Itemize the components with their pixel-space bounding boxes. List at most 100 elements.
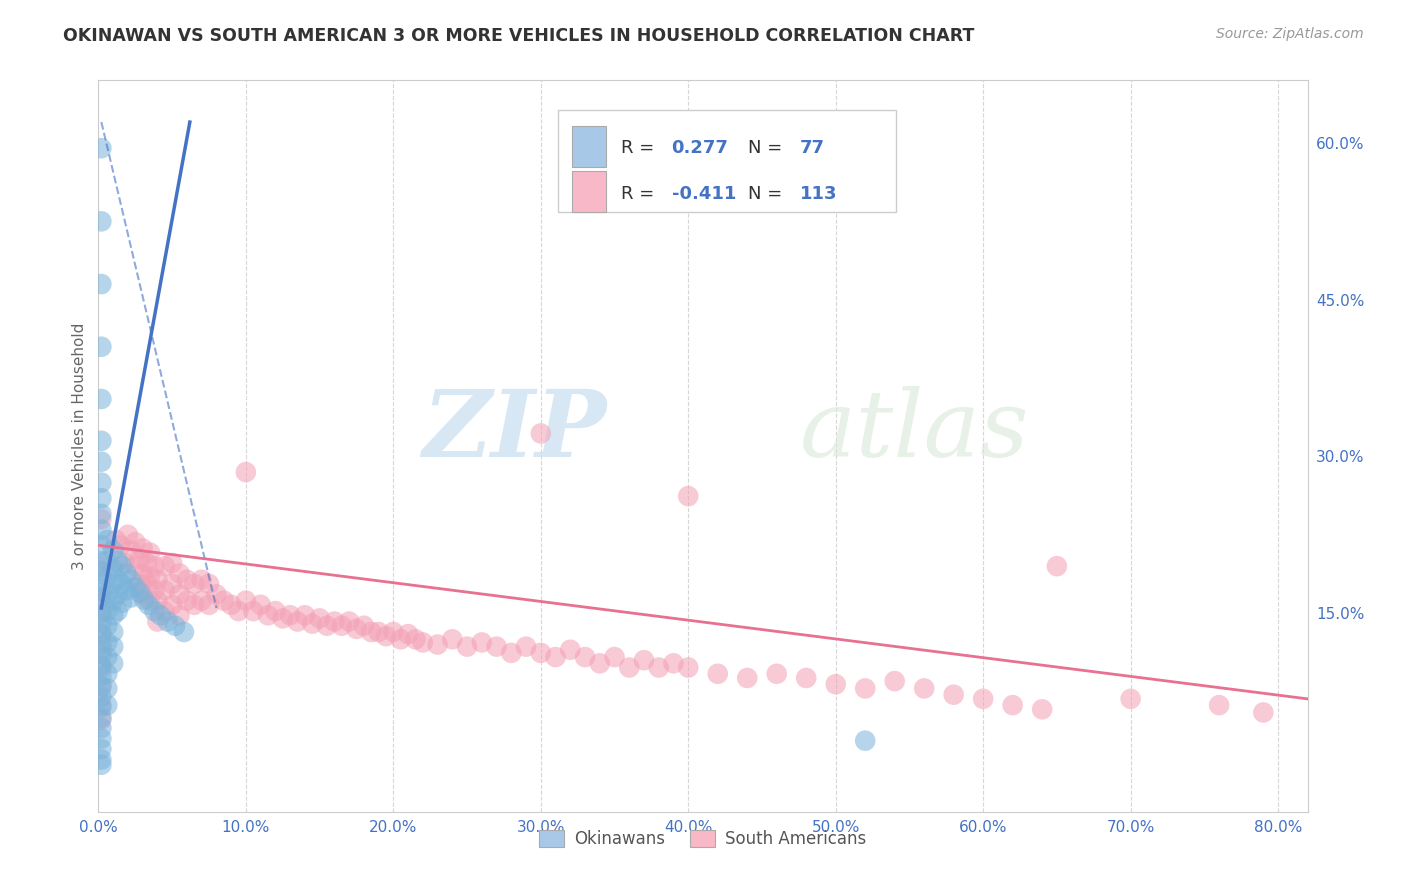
Point [101, 640, 124, 654]
Point [294, 608, 316, 623]
Point [90, 392, 112, 406]
Point [90, 742, 112, 756]
Point [90, 455, 112, 469]
Point [90, 574, 112, 589]
Text: Source: ZipAtlas.com: Source: ZipAtlas.com [1216, 27, 1364, 41]
Point [131, 566, 153, 581]
Point [139, 593, 162, 607]
Point [96, 554, 118, 568]
Point [90, 627, 112, 641]
Point [678, 660, 700, 674]
Point [242, 604, 264, 618]
Point [90, 491, 112, 506]
Text: OKINAWAN VS SOUTH AMERICAN 3 OR MORE VEHICLES IN HOUSEHOLD CORRELATION CHART: OKINAWAN VS SOUTH AMERICAN 3 OR MORE VEH… [63, 27, 974, 45]
Point [471, 635, 494, 649]
Point [96, 569, 118, 583]
Point [107, 587, 129, 601]
Point [485, 640, 508, 654]
Point [190, 593, 212, 607]
Text: R =: R = [621, 139, 659, 158]
Point [111, 577, 134, 591]
Point [124, 580, 146, 594]
Point [90, 658, 112, 673]
Point [120, 591, 142, 605]
Point [120, 543, 142, 558]
Point [146, 593, 169, 607]
Point [134, 592, 156, 607]
Point [139, 545, 162, 559]
Point [90, 731, 112, 746]
Point [101, 657, 124, 671]
Point [101, 593, 124, 607]
Point [619, 660, 641, 674]
Point [90, 512, 112, 526]
Point [96, 635, 118, 649]
FancyBboxPatch shape [572, 127, 606, 167]
Point [160, 598, 183, 612]
Point [301, 616, 323, 631]
Point [90, 608, 112, 623]
Point [271, 611, 294, 625]
Point [90, 591, 112, 605]
Point [574, 650, 596, 665]
Text: atlas: atlas [800, 386, 1029, 476]
Point [131, 541, 153, 556]
Point [90, 713, 112, 727]
Point [228, 604, 250, 618]
Point [101, 577, 124, 591]
Text: N =: N = [748, 139, 787, 158]
Point [128, 552, 150, 566]
Point [648, 660, 671, 674]
Point [143, 604, 166, 618]
Point [96, 698, 118, 713]
Point [1253, 706, 1275, 720]
Point [96, 587, 118, 601]
Point [706, 666, 728, 681]
Text: R =: R = [621, 185, 659, 202]
Point [96, 681, 118, 696]
Point [96, 666, 118, 681]
Text: ZIP: ZIP [422, 386, 606, 476]
Point [160, 556, 183, 570]
Point [169, 608, 191, 623]
Point [115, 583, 138, 598]
Point [90, 752, 112, 766]
Point [90, 538, 112, 552]
Point [101, 608, 124, 623]
Point [90, 523, 112, 537]
Point [530, 426, 553, 441]
Point [90, 596, 112, 610]
Point [110, 538, 132, 552]
Point [360, 625, 382, 640]
Point [441, 632, 464, 647]
Point [90, 698, 112, 713]
Point [105, 533, 128, 547]
Point [146, 615, 169, 629]
Point [375, 629, 398, 643]
Point [404, 632, 426, 647]
Point [136, 556, 159, 570]
Point [96, 650, 118, 665]
Point [90, 627, 112, 641]
Y-axis label: 3 or more Vehicles in Household: 3 or more Vehicles in Household [72, 322, 87, 570]
Point [101, 562, 124, 576]
FancyBboxPatch shape [572, 171, 606, 211]
Point [412, 635, 434, 649]
Point [278, 608, 301, 623]
Point [143, 559, 166, 574]
Point [316, 618, 339, 632]
Point [603, 650, 626, 665]
Legend: Okinawans, South Americans: Okinawans, South Americans [533, 823, 873, 855]
Point [90, 475, 112, 490]
Point [90, 214, 112, 228]
Point [589, 657, 612, 671]
Point [90, 757, 112, 772]
Point [176, 573, 198, 587]
Point [1119, 691, 1142, 706]
Point [367, 625, 389, 640]
Point [90, 642, 112, 657]
Point [530, 646, 553, 660]
Point [90, 669, 112, 683]
Point [330, 618, 353, 632]
Point [153, 604, 176, 618]
